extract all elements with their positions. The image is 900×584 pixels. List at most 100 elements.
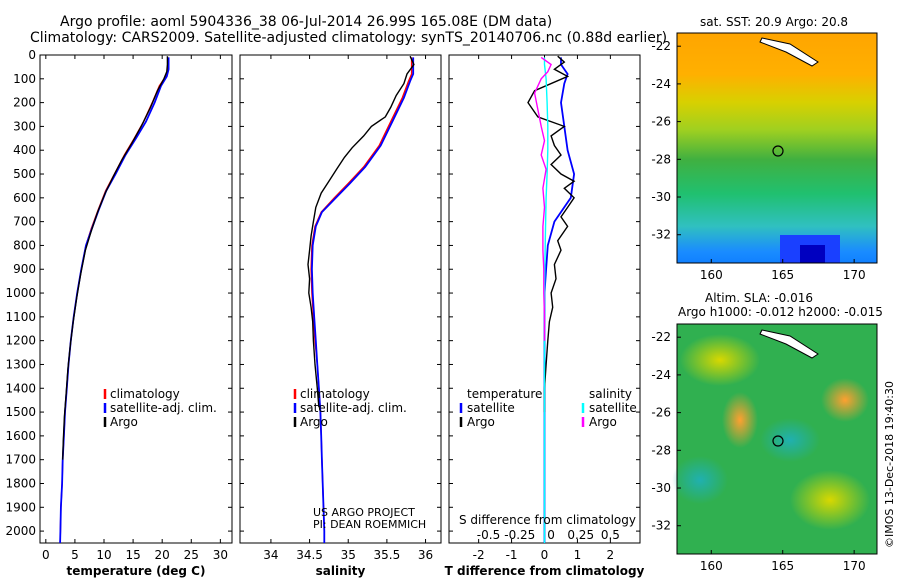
s-tick-label: 0.5	[601, 528, 620, 542]
x-tick-label: -2	[473, 548, 485, 562]
map-x-tick-label: 160	[700, 268, 723, 282]
legend-label: satellite-adj. clim.	[110, 401, 217, 415]
legend-label: satellite	[589, 401, 637, 415]
x-tick-label: -1	[506, 548, 518, 562]
profile-panel-2: 34 34.5 35 35.5 36 salinity climatologysatelli…	[239, 54, 442, 578]
header-line1: Argo profile: aoml 5904336_38 06-Jul-201…	[60, 14, 552, 30]
x-tick-label: 35.5	[374, 548, 401, 562]
y-tick-label: 300	[13, 119, 36, 133]
series-s-argo	[533, 56, 552, 341]
legend-label: climatology	[300, 387, 370, 401]
y-tick-label: 0	[28, 48, 36, 62]
legend-label: salinity	[589, 387, 632, 401]
y-tick-label: 400	[13, 143, 36, 157]
x-tick-label: 0	[42, 548, 50, 562]
x-tick-label: 36	[418, 548, 433, 562]
x-tick-label: 35	[341, 548, 356, 562]
x-tick-label: 0	[541, 548, 549, 562]
y-tick-label: 1600	[5, 429, 36, 443]
map-y-tick-label: -24	[651, 77, 671, 91]
series-climatology	[310, 57, 413, 543]
map-y-tick-label: -28	[651, 443, 671, 457]
sla-map-frame	[676, 323, 878, 555]
y-tick-label: 500	[13, 167, 36, 181]
sst-map: sat. SST: 20.9 Argo: 20.8	[676, 15, 878, 264]
timestamp: ©IMOS 13-Dec-2018 19:40:30	[883, 381, 896, 548]
map-y-tick-label: -26	[651, 115, 671, 129]
sst-field	[677, 33, 877, 263]
legend-label: Argo	[110, 415, 138, 429]
legend-label: Argo	[467, 415, 495, 429]
sst-map-frame	[676, 32, 878, 264]
map-x-tick-label: 170	[843, 559, 866, 573]
y-tick-label: 2000	[5, 524, 36, 538]
map-y-tick-label: -28	[651, 152, 671, 166]
x-axis-label: temperature (deg C)	[67, 564, 206, 578]
sla-map-title2: Argo h1000: -0.012 h2000: -0.015	[678, 305, 883, 319]
s-tick-label: -0.5	[477, 528, 500, 542]
y-tick-label: 1800	[5, 476, 36, 490]
legend-label: climatology	[110, 387, 180, 401]
credit-line1: US ARGO PROJECT	[313, 506, 415, 519]
x-tick-label: 15	[125, 548, 140, 562]
y-tick-label: 1300	[5, 357, 36, 371]
sla-low-2	[672, 456, 728, 504]
legend-label: Argo	[589, 415, 617, 429]
credit-line2: PI: DEAN ROEMMICH	[313, 518, 426, 531]
sla-float-position	[772, 435, 784, 447]
map-y-tick-label: -30	[651, 481, 671, 495]
series-s-satellite	[543, 57, 549, 543]
y-tick-label: 700	[13, 215, 36, 229]
map-x-tick-label: 165	[771, 268, 794, 282]
sst-float-position	[772, 145, 784, 157]
s-diff-title: S difference from climatology	[459, 513, 636, 527]
y-tick-label: 1900	[5, 500, 36, 514]
y-tick-label: 100	[13, 72, 36, 86]
profile-panels: 0100200300400500600700800900100011001200…	[5, 48, 644, 578]
series-argo	[307, 55, 415, 408]
sst-map-title: sat. SST: 20.9 Argo: 20.8	[700, 15, 848, 29]
sst-land	[759, 37, 819, 67]
s-tick-label: -0.25	[504, 528, 535, 542]
x-axis-label: salinity	[316, 564, 366, 578]
x-tick-label: 34.5	[296, 548, 323, 562]
y-tick-label: 1000	[5, 286, 36, 300]
legend-label: temperature	[467, 387, 542, 401]
legend-label: satellite-adj. clim.	[300, 401, 407, 415]
sla-mid-1	[680, 334, 760, 386]
x-tick-label: 2	[607, 548, 615, 562]
series-argo	[62, 56, 169, 460]
x-tick-label: 25	[184, 548, 199, 562]
map-y-tick-label: -32	[651, 519, 671, 533]
map-y-tick-label: -24	[651, 368, 671, 382]
panel-frame	[239, 54, 442, 544]
map-x-tick-label: 160	[700, 559, 723, 573]
sst-cold-core	[800, 245, 825, 263]
profile-panel-1: 0100200300400500600700800900100011001200…	[5, 48, 233, 578]
map-y-tick-label: -30	[651, 190, 671, 204]
map-x-tick-label: 170	[843, 268, 866, 282]
map-ticks: 160 165 170 -22 -24 -26 -28 -30 -32 160 165 170 -22 -…	[651, 39, 865, 573]
y-tick-label: 1100	[5, 310, 36, 324]
header-line2: Climatology: CARS2009. Satellite-adjuste…	[30, 30, 667, 46]
x-axis-label: T difference from climatology	[445, 564, 645, 578]
sla-high-2	[821, 378, 869, 422]
legend-label: Argo	[300, 415, 328, 429]
sla-map: Altim. SLA: -0.016 Argo h1000: -0.012 h2…	[672, 291, 883, 555]
x-tick-label: 1	[574, 548, 582, 562]
s-tick-label: 0	[547, 528, 555, 542]
sla-low-1	[760, 418, 820, 462]
series-t-argo	[527, 55, 576, 413]
y-tick-label: 1400	[5, 381, 36, 395]
y-tick-label: 1200	[5, 334, 36, 348]
profile-panel-3: -2 -1 0 1 2 T difference from climatology temp…	[445, 54, 645, 578]
y-tick-label: 600	[13, 191, 36, 205]
sla-high-1	[722, 392, 758, 448]
x-tick-label: 10	[96, 548, 111, 562]
y-tick-label: 800	[13, 238, 36, 252]
s-tick-label: 0.25	[567, 528, 594, 542]
legend-label: satellite	[467, 401, 515, 415]
series-satellite-adj-clim-	[310, 57, 415, 543]
map-x-tick-label: 165	[771, 559, 794, 573]
